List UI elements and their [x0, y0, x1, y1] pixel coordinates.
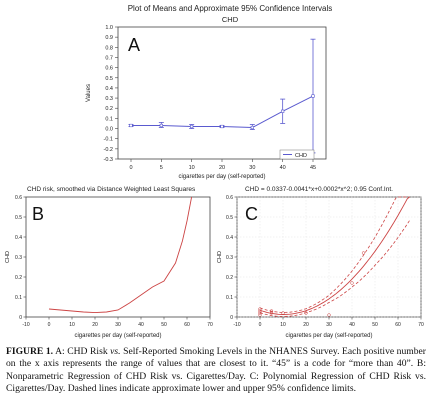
chart-a-subtitle: CHD — [222, 15, 239, 24]
chart-c-data-point — [350, 281, 354, 285]
chart-a-panel-label: A — [128, 35, 140, 55]
chart-a-legend-box — [279, 149, 315, 160]
chart-c-xtick-label: 20 — [303, 322, 309, 328]
chart-b: CHD risk, smoothed via Distance Weighted… — [5, 186, 213, 339]
chart-b-plot-frame — [25, 196, 211, 318]
chart-c-ytick-label: 0.4 — [226, 235, 233, 241]
chart-c-fit-curve — [259, 196, 410, 315]
chart-c-ylabel: CHD — [217, 251, 223, 263]
chart-a-legend: CHD — [279, 149, 315, 160]
chart-c-xtick-label: 10 — [280, 322, 286, 328]
chart-b-xtick-label: 40 — [138, 322, 144, 328]
chart-a-ytick-label: 0.7 — [105, 55, 113, 61]
chart-b-xtick-label: 30 — [115, 322, 121, 328]
caption-figure-label: FIGURE 1. — [6, 346, 54, 357]
chart-b-ytick-label: 0 — [19, 315, 22, 321]
chart-a-legend-label: CHD — [295, 153, 307, 159]
chart-c-xtick-label: 50 — [372, 322, 378, 328]
chart-a-ytick-label: 0.2 — [105, 106, 113, 112]
chart-a-xtick-label: 30 — [249, 165, 255, 171]
chart-a-ytick-label: 0.8 — [105, 45, 113, 51]
chart-c-xtick-label: 60 — [395, 322, 401, 328]
chart-a-means-line — [131, 95, 314, 129]
chart-c: CHD = 0.0337-0.0041*x+0.0002*x^2; 0.95 C… — [217, 186, 424, 339]
chart-c-upper-confidence-line — [259, 196, 410, 313]
chart-b-xtick-label: 10 — [69, 322, 75, 328]
chart-a-xtick-label: 5 — [160, 165, 163, 171]
caption-text-part1: A: CHD Risk — [53, 346, 111, 357]
chart-c-lower-confidence-line — [259, 220, 410, 317]
chart-c-xtick-label: 30 — [326, 322, 332, 328]
chart-b-title: CHD risk, smoothed via Distance Weighted… — [27, 186, 196, 193]
chart-c-xtick-label: 0 — [259, 322, 262, 328]
chart-b-ytick-label: 0.4 — [15, 235, 22, 241]
chart-a-ytick-label: 0.3 — [105, 96, 113, 102]
chart-a-ytick-label: -0.3 — [104, 157, 113, 163]
chart-a-mean-point — [220, 124, 224, 129]
caption-vs: vs. — [110, 346, 121, 357]
chart-a-mean-point — [250, 125, 254, 130]
chart-a-mean-point — [159, 123, 163, 128]
chart-a-ytick-label: 0.0 — [105, 127, 113, 133]
chart-a-xtick-label: 20 — [219, 165, 225, 171]
chart-a-title: Plot of Means and Approximate 95% Confid… — [128, 4, 333, 13]
chart-b-xlabel: cigarettes per day (self-reported) — [74, 333, 161, 339]
figure-caption: FIGURE 1. A: CHD Risk vs. Self-Reported … — [6, 346, 426, 396]
chart-a-ytick-label: 0.6 — [105, 66, 113, 72]
chart-a-ytick-label: -0.2 — [104, 147, 113, 153]
chart-c-ytick-label: 0 — [230, 315, 233, 321]
chart-c-ytick-label: 0.3 — [226, 255, 233, 261]
caption-text-part2: Self-Reported Smoking Levels in the NHAN… — [6, 346, 426, 395]
chart-a-xtick-label: 10 — [189, 165, 195, 171]
chart-c-data-point — [361, 251, 366, 255]
chart-c-xtick-label: -10 — [233, 322, 240, 328]
chart-b-panel-label: B — [32, 204, 44, 224]
chart-a-ylabel: Values — [86, 84, 92, 102]
chart-c-xlabel: cigarettes per day (self-reported) — [285, 333, 372, 339]
chart-a: Plot of Means and Approximate 95% Confid… — [86, 4, 333, 180]
chart-b-xtick-label: 20 — [92, 322, 98, 328]
chart-b-ytick-label: 0.5 — [15, 215, 22, 221]
chart-c-title: CHD = 0.0337-0.0041*x+0.0002*x^2; 0.95 C… — [245, 186, 393, 193]
chart-a-ytick-label: 0.9 — [105, 35, 113, 41]
chart-c-ytick-label: 0.1 — [226, 295, 233, 301]
chart-b-xtick-label: -10 — [22, 322, 29, 328]
chart-b-xtick-label: 70 — [207, 322, 213, 328]
chart-c-ytick-label: 0.2 — [226, 275, 233, 281]
chart-b-xtick-label: 60 — [184, 322, 190, 328]
chart-c-panel-label: C — [245, 204, 258, 224]
chart-c-ytick-label: 0.6 — [226, 195, 233, 201]
chart-c-xtick-label: 70 — [418, 322, 424, 328]
chart-a-mean-point — [190, 124, 194, 129]
chart-a-mean-point — [281, 109, 285, 113]
chart-a-mean-point — [129, 123, 133, 128]
chart-c-data-point — [258, 313, 262, 317]
chart-a-xtick-label: 45 — [310, 165, 316, 171]
chart-a-xlabel: cigarettes per day (self-reported) — [178, 174, 265, 180]
chart-a-ytick-label: 0.5 — [105, 76, 113, 82]
chart-c-xtick-label: 40 — [349, 322, 355, 328]
chart-c-ytick-label: 0.5 — [226, 215, 233, 221]
chart-b-ytick-label: 0.6 — [15, 195, 22, 201]
chart-a-ytick-label: 0.4 — [105, 86, 113, 92]
chart-b-smooth-curve — [48, 196, 193, 314]
chart-a-ytick-label: 0.1 — [105, 116, 113, 122]
chart-c-data-point — [327, 313, 331, 317]
chart-a-xtick-label: 40 — [280, 165, 286, 171]
chart-b-ytick-label: 0.1 — [15, 295, 22, 301]
chart-a-xtick-label: 0 — [129, 165, 132, 171]
chart-a-ytick-label: 1.0 — [105, 25, 113, 31]
chart-b-xtick-label: 0 — [48, 322, 51, 328]
chart-a-mean-point — [311, 94, 315, 98]
chart-b-ytick-label: 0.2 — [15, 275, 22, 281]
chart-a-plot-frame — [117, 26, 327, 160]
chart-a-ytick-label: -0.1 — [104, 137, 113, 143]
chart-b-ylabel: CHD — [5, 251, 11, 263]
chart-b-ytick-label: 0.3 — [15, 255, 22, 261]
chart-b-xtick-label: 50 — [161, 322, 167, 328]
